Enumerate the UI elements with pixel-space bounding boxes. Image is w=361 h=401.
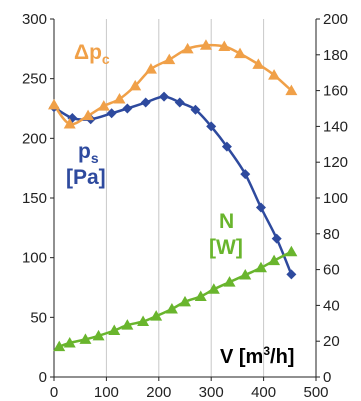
data-point-dpc — [218, 40, 231, 51]
data-point-n — [179, 295, 191, 307]
data-point-dpc — [48, 98, 60, 110]
y-left-tick-label: 0 — [39, 369, 47, 386]
dpc-label: Δpc — [74, 41, 110, 67]
y-right-tick-label: 200 — [323, 11, 348, 28]
data-point-n — [53, 340, 66, 352]
data-point-ps — [122, 103, 133, 114]
y-right-tick-label: 60 — [323, 262, 340, 279]
data-point-ps — [271, 233, 282, 244]
data-point-ps — [159, 91, 170, 102]
y-right-tick-label: 0 — [323, 369, 331, 386]
ps-label: ps — [78, 140, 99, 166]
data-point-n — [194, 290, 207, 301]
y-right-tick-label: 100 — [323, 190, 348, 207]
data-point-ps — [221, 141, 232, 152]
data-point-ps — [286, 269, 297, 280]
x-tick-label: 200 — [146, 384, 171, 401]
data-point-ps — [174, 97, 185, 108]
data-point-dpc — [144, 63, 157, 74]
data-point-dpc — [199, 39, 212, 50]
y-left-tick-label: 300 — [22, 11, 47, 28]
y-right-tick-label: 180 — [323, 47, 348, 64]
x-tick-label: 100 — [94, 384, 119, 401]
data-point-dpc — [268, 69, 281, 80]
series-markers — [48, 39, 298, 352]
y-right-tick-label: 140 — [323, 118, 348, 135]
data-point-n — [137, 315, 150, 327]
ps-unit-label: [Pa] — [66, 166, 106, 189]
data-point-dpc — [234, 47, 247, 59]
y-left-tick-label: 100 — [22, 250, 47, 267]
n-unit-label: [W] — [209, 236, 243, 259]
y-right-tick-label: 40 — [323, 297, 340, 314]
y-left-tick-label: 250 — [22, 71, 47, 88]
data-point-n — [79, 333, 92, 344]
data-point-n — [223, 276, 236, 287]
data-point-n — [150, 310, 163, 321]
x-tick-label: 500 — [303, 384, 328, 401]
data-point-ps — [240, 169, 251, 180]
y-left-tick-label: 200 — [22, 130, 47, 147]
data-point-ps — [106, 108, 117, 119]
y-right-tick-label: 20 — [323, 333, 340, 350]
data-point-n — [239, 268, 252, 280]
data-point-dpc — [285, 84, 298, 96]
data-point-dpc — [82, 109, 95, 121]
data-point-dpc — [129, 79, 142, 91]
data-point-n — [108, 324, 121, 335]
x-tick-label: 300 — [199, 384, 224, 401]
data-point-ps — [140, 97, 151, 108]
y-left-tick-label: 50 — [30, 309, 47, 326]
series-line-n — [58, 250, 292, 348]
data-point-n — [63, 336, 76, 348]
data-point-dpc — [63, 118, 76, 129]
data-point-dpc — [252, 58, 265, 69]
axes — [50, 18, 320, 381]
data-point-ps — [190, 104, 201, 115]
data-point-dpc — [97, 100, 110, 111]
data-point-ps — [255, 202, 266, 213]
x-tick-label: 400 — [251, 384, 276, 401]
tick-labels: 0 100 200 300 400 500050100150200250300020406… — [22, 11, 348, 401]
y-right-tick-label: 160 — [323, 83, 348, 100]
series-lines — [52, 43, 293, 348]
data-point-n — [285, 245, 298, 257]
data-point-n — [268, 254, 281, 266]
data-point-n — [254, 261, 267, 273]
data-point-n — [165, 302, 178, 314]
data-point-dpc — [181, 42, 194, 54]
data-point-ps — [206, 121, 217, 132]
x-tick-label: 0 — [50, 384, 58, 401]
n-label: N — [219, 210, 234, 233]
data-point-n — [92, 329, 105, 341]
data-point-n — [121, 319, 134, 330]
data-point-dpc — [113, 92, 126, 104]
y-right-tick-label: 120 — [323, 154, 348, 171]
data-point-n — [207, 283, 220, 294]
y-right-tick-label: 80 — [323, 226, 340, 243]
y-left-tick-label: 150 — [22, 190, 47, 207]
x-axis-label: V [m3/h] — [220, 344, 294, 368]
data-point-dpc — [163, 53, 176, 65]
